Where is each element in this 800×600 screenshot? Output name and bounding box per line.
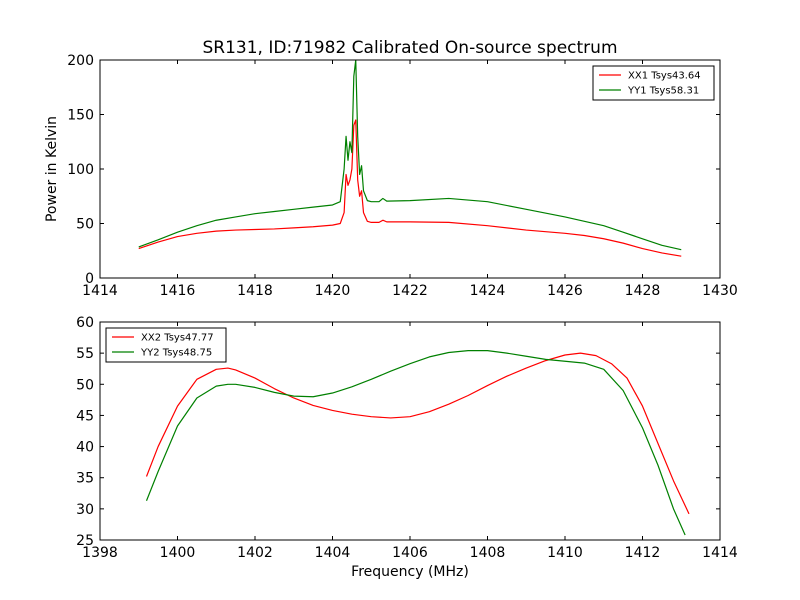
series-group bbox=[138, 60, 682, 257]
y-tick-label: 30 bbox=[76, 502, 94, 518]
x-tick-label: 1414 bbox=[702, 545, 738, 561]
x-tick-label: 1410 bbox=[547, 545, 583, 561]
x-tick-label: 1406 bbox=[392, 545, 428, 561]
x-tick-label: 1400 bbox=[160, 545, 196, 561]
x-tick-label: 1422 bbox=[392, 283, 428, 299]
x-tick-label: 1426 bbox=[547, 283, 583, 299]
x-tick-label: 1412 bbox=[625, 545, 661, 561]
x-tick-label: 1416 bbox=[160, 283, 196, 299]
x-tick-label: 1414 bbox=[82, 283, 118, 299]
y-tick-label: 200 bbox=[67, 53, 94, 69]
x-tick-label: 1430 bbox=[702, 283, 738, 299]
x-tick-label: 1404 bbox=[315, 545, 351, 561]
y-tick-label: 50 bbox=[76, 217, 94, 233]
y-tick-label: 100 bbox=[67, 162, 94, 178]
series-line-yy1-tsys58-31 bbox=[138, 60, 682, 251]
figure-title: SR131, ID:71982 Calibrated On-source spe… bbox=[202, 38, 617, 58]
legend: XX2 Tsys47.77 YY2 Tsys48.75 bbox=[105, 327, 227, 363]
legend-label-yy1-tsys58-31: YY1 Tsys58.31 bbox=[627, 86, 699, 97]
legend-box bbox=[592, 65, 715, 101]
y-tick-label: 35 bbox=[76, 471, 94, 487]
x-tick-label: 1428 bbox=[625, 283, 661, 299]
legend-label-yy2-tsys48-75: YY2 Tsys48.75 bbox=[140, 348, 212, 359]
y-tick-label: 150 bbox=[67, 108, 94, 124]
x-tick-label: 1418 bbox=[237, 283, 273, 299]
series-line-xx1-tsys43-64 bbox=[138, 119, 682, 257]
y-tick-label: 45 bbox=[76, 408, 94, 424]
y-tick-label: 55 bbox=[76, 346, 94, 362]
x-tick-label: 1402 bbox=[237, 545, 273, 561]
bottom-spectrum-plot: 1398 1400 1402 1404 1406 1408 1410 1412 1414 25 30… bbox=[76, 315, 738, 580]
x-tick-label: 1420 bbox=[315, 283, 351, 299]
legend-label-xx1-tsys43-64: XX1 Tsys43.64 bbox=[628, 71, 701, 82]
y-axis-label: Power in Kelvin bbox=[44, 116, 60, 222]
x-axis-label: Frequency (MHz) bbox=[351, 564, 469, 580]
y-tick-label: 25 bbox=[76, 533, 94, 549]
x-tick-label: 1408 bbox=[470, 545, 506, 561]
legend-label-xx2-tsys47-77: XX2 Tsys47.77 bbox=[141, 333, 214, 344]
y-tick-label: 60 bbox=[76, 315, 94, 331]
x-tick-label: 1424 bbox=[470, 283, 506, 299]
x-tick-label: 1398 bbox=[82, 545, 118, 561]
top-spectrum-plot: 1414 1416 1418 1420 1422 1424 1426 1428 1430 0 50 1… bbox=[44, 53, 738, 299]
y-tick-label: 50 bbox=[76, 377, 94, 393]
series-group bbox=[145, 350, 690, 536]
y-tick-label: 0 bbox=[85, 271, 94, 287]
legend-box bbox=[105, 327, 227, 363]
legend: XX1 Tsys43.64 YY1 Tsys58.31 bbox=[592, 65, 715, 101]
series-line-xx2-tsys47-77 bbox=[145, 352, 690, 515]
y-tick-label: 40 bbox=[76, 440, 94, 456]
series-line-yy2-tsys48-75 bbox=[145, 350, 686, 536]
